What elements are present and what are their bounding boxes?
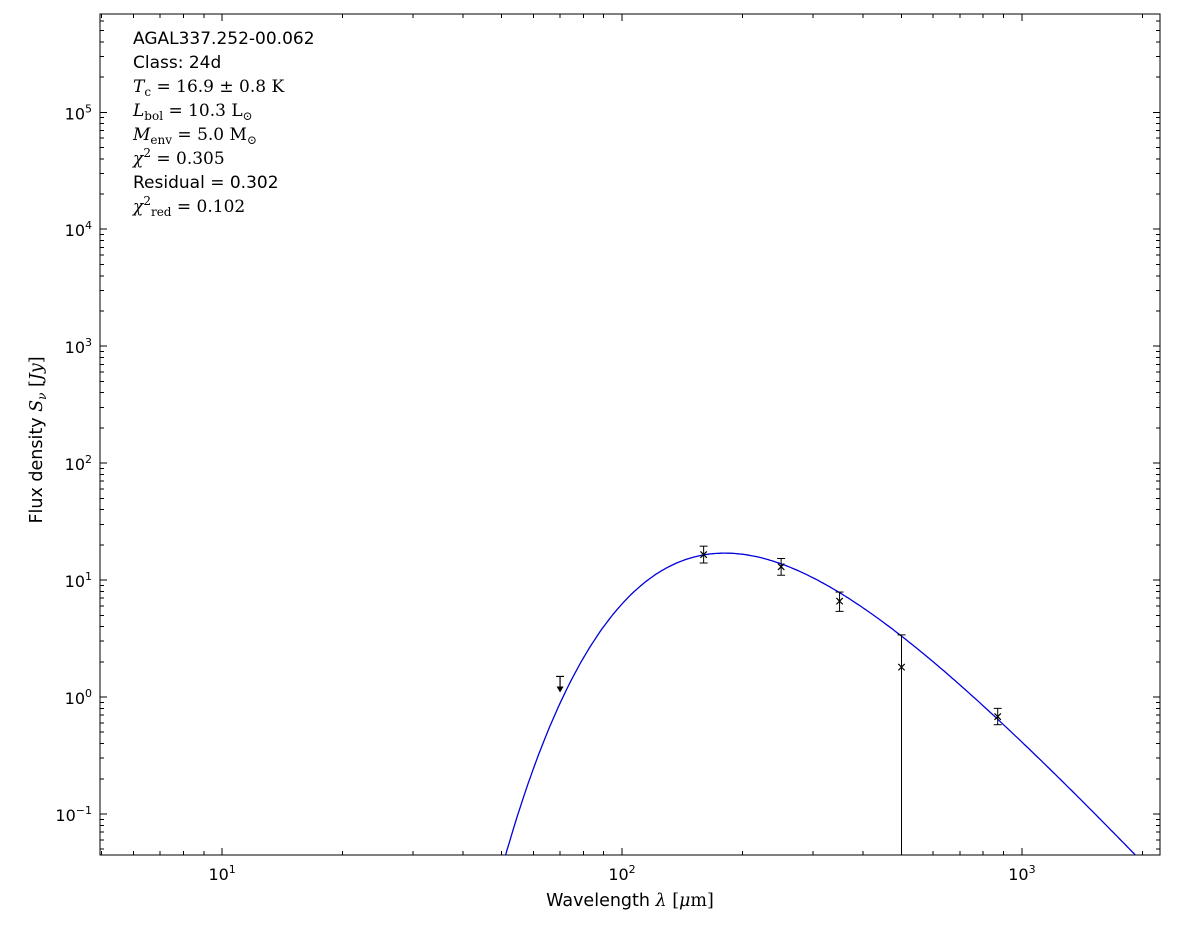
x-tick-label: 101 [208,863,235,884]
x-marker [700,551,708,559]
y-tick-label: 105 [65,102,92,123]
text-token: T [133,77,145,97]
text-token: 2 [143,146,151,160]
annotation-line-4: Lbol = 10.3 L⊙ [133,99,315,123]
x-marker [994,712,1002,721]
y-tick-label: 103 [65,336,92,357]
text-token: ] [27,356,47,364]
x-axis-label: Wavelength λ [μm] [100,891,1160,911]
y-tick-label: 10−1 [55,804,92,825]
text-token: Residual = 0.302 [133,173,279,193]
text-token: Wavelength [546,891,656,911]
fit-curve [504,552,1137,855]
text-token: μ [679,891,691,911]
x-marker [777,563,785,571]
text-token: m] [690,891,714,911]
x-marker [897,663,906,671]
y-tick-label: 101 [65,570,92,591]
text-token: 2 [143,194,151,208]
text-token: = 5.0 [172,125,230,145]
text-token: = 10.3 [163,101,232,121]
text-token: [ [666,891,680,911]
text-token: Flux density [27,411,47,524]
text-token: bol [144,109,164,123]
upper-limit-arrow [556,686,564,693]
text-token: ⊙ [246,133,258,147]
annotation-line-6: χ2 = 0.305 [133,147,315,171]
text-token: = 0.102 [171,197,246,217]
text-token: Jy [27,363,47,381]
text-token: χ [133,197,144,217]
text-token: M [133,125,151,145]
y-tick-label: 100 [65,687,92,708]
text-token: S [27,399,47,412]
text-token: ν [35,392,49,400]
plot-frame [99,13,1161,856]
annotation-line-2: Class: 24d [133,51,315,75]
annotation-line-7: Residual = 0.302 [133,171,315,195]
text-token: = 16.9 ± 0.8 K [151,77,285,97]
text-token: λ [655,891,667,911]
x-tick-label: 103 [1008,863,1035,884]
x-marker [835,597,844,605]
text-token: [ [27,380,47,393]
text-token: M [229,125,247,145]
x-tick-label: 102 [608,863,635,884]
text-token: ⊙ [242,109,253,123]
text-token: c [144,85,152,99]
text-token: L [231,101,243,121]
annotation-line-1: AGAL337.252-00.062 [133,27,315,51]
text-token: AGAL337.252-00.062 [133,29,315,49]
y-tick-label: 102 [65,453,92,474]
annotation-line-3: Tc = 16.9 ± 0.8 K [133,75,315,99]
text-token: red [150,205,172,219]
text-token: = 0.305 [150,149,225,169]
fit-annotation-block: AGAL337.252-00.062 Class: 24d Tc = 16.9 ± … [133,27,315,219]
y-tick-label: 104 [65,219,92,240]
text-token: χ [133,149,144,169]
annotation-line-8: χ2red = 0.102 [133,195,315,219]
text-token: Class: 24d [133,53,222,73]
text-token: env [150,133,173,147]
y-axis-label: Flux density Sν [Jy] [27,356,49,524]
text-token: L [133,101,145,121]
annotation-line-5: Menv = 5.0 M⊙ [133,123,315,147]
